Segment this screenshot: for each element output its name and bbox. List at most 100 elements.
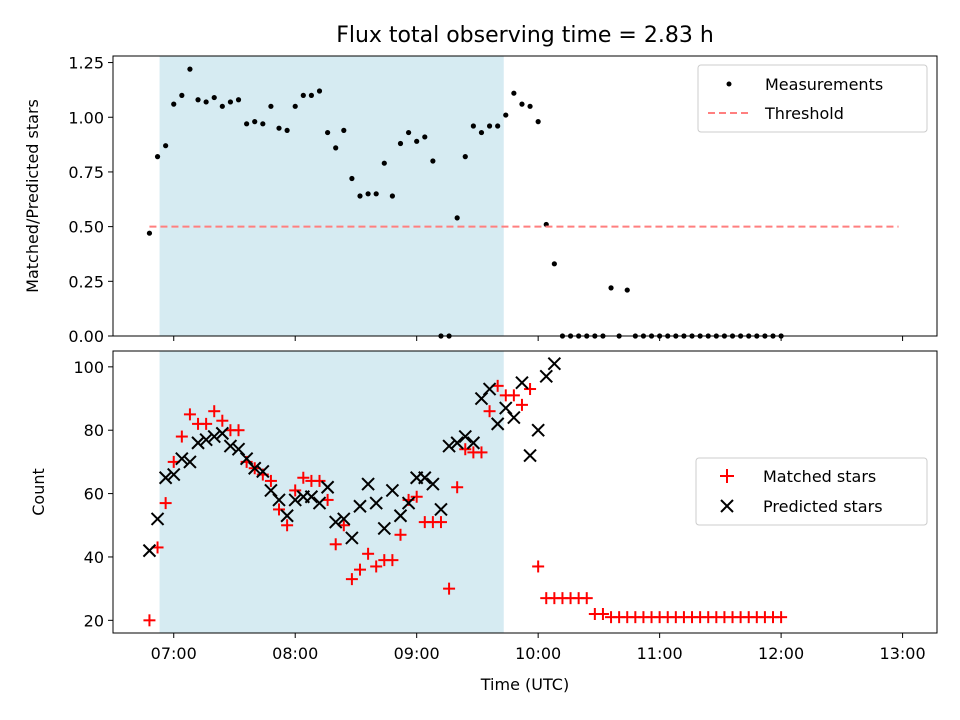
predicted-stars-point	[320, 480, 335, 494]
matched-stars-point	[232, 424, 245, 437]
predicted-stars-point	[256, 464, 270, 479]
predicted-stars-point	[223, 439, 238, 453]
predicted-stars-point	[523, 448, 537, 463]
predicted-stars-point	[248, 461, 262, 475]
measurements-point	[284, 127, 290, 133]
matched-stars-point	[524, 383, 537, 396]
measurements-point	[373, 191, 379, 197]
matched-stars-point	[297, 471, 310, 484]
measurements-point	[414, 138, 420, 144]
legend-label-matched: Matched stars	[763, 467, 876, 486]
chart-title: Flux total observing time = 2.83 h	[336, 23, 714, 48]
y-tick-label: 40	[84, 548, 104, 567]
matched-stars-point	[410, 490, 423, 503]
predicted-stars-point	[345, 531, 359, 545]
predicted-stars-point	[547, 356, 562, 371]
matched-stars-point	[264, 474, 277, 487]
panel-top: 0.00 0.25 0.50 0.75 1.00 1.25 Matched/Predict…	[23, 54, 938, 346]
measurements-point	[227, 99, 234, 105]
measurements-point	[624, 287, 630, 293]
matched-stars-point	[175, 430, 188, 443]
y-axis-label-top: Matched/Predicted stars	[23, 99, 42, 293]
measurements-point	[244, 121, 250, 127]
measurements-point	[316, 88, 323, 94]
measurements-point	[146, 230, 153, 236]
predicted-stars-point	[304, 490, 319, 504]
predicted-stars-point	[418, 471, 432, 485]
y-tick-label: 80	[84, 421, 104, 440]
predicted-stars-point	[353, 499, 367, 513]
measurements-point	[519, 101, 525, 107]
legend-marker-matched	[720, 469, 734, 483]
measurements-point	[292, 103, 298, 109]
predicted-stars-point	[183, 455, 197, 469]
measurements-point	[495, 123, 501, 129]
legend-marker-predicted	[720, 499, 734, 513]
measurements-point	[381, 160, 387, 166]
measurements-point	[219, 103, 225, 109]
predicted-stars-point	[377, 521, 391, 536]
measurements-point	[260, 121, 266, 127]
matched-stars-point	[216, 414, 229, 427]
x-tick-label: 11:00	[637, 644, 683, 663]
measurements-point	[405, 129, 412, 136]
predicted-stars-point	[215, 426, 230, 441]
panel-bottom: 20 40 60 80 100 07:00 08:00 09:00 10:00 11:00 12:…	[29, 350, 938, 694]
matched-stars-point	[459, 443, 472, 456]
matched-stars-point	[507, 389, 520, 402]
measurements-point	[357, 193, 363, 199]
predicted-stars-point	[328, 515, 343, 529]
measurements-point	[300, 92, 306, 98]
measurements-point	[470, 123, 476, 129]
matched-stars-point	[370, 560, 383, 573]
matched-stars-point	[208, 405, 221, 418]
axes-frame-bottom	[112, 350, 938, 634]
matched-stars-point	[273, 503, 286, 516]
matched-stars-point	[775, 611, 788, 624]
y-tick-label: 60	[84, 485, 104, 504]
predicted-stars-point	[401, 496, 416, 510]
measurements-point	[235, 97, 242, 103]
measurements-point	[187, 66, 193, 72]
matched-stars-point	[329, 538, 342, 551]
x-tick-label: 08:00	[272, 644, 318, 663]
predicted-stars-point	[539, 369, 553, 384]
y-axis-label-bottom: Count	[29, 468, 48, 516]
matched-stars-point	[451, 481, 464, 494]
measurements-point	[527, 103, 533, 109]
measurements-point	[333, 145, 339, 151]
legend-label-threshold: Threshold	[764, 104, 844, 123]
predicted-stars-point	[515, 375, 529, 390]
x-tick-label: 13:00	[880, 644, 926, 663]
measurements-point	[430, 158, 436, 164]
measurements-point	[325, 129, 331, 136]
predicted-stars-point	[361, 477, 375, 491]
matched-stars-point	[596, 607, 609, 620]
x-tick-label: 09:00	[394, 644, 440, 663]
matched-stars-point	[532, 560, 545, 573]
matched-stars-point	[580, 592, 593, 605]
matched-stars-point	[183, 408, 196, 421]
predicted-stars-point	[199, 433, 213, 447]
predicted-stars-point	[426, 477, 440, 491]
matched-stars-point	[143, 614, 156, 627]
measurements-point	[154, 154, 161, 160]
y-tick-label: 0.50	[68, 218, 104, 237]
measurements-point	[211, 94, 217, 101]
y-tick-label: 0.25	[68, 272, 104, 291]
predicted-stars-point	[450, 436, 464, 450]
matched-stars-point	[345, 573, 358, 586]
axes-frame-top	[112, 55, 938, 337]
matched-stars-point	[289, 484, 302, 497]
measurements-point	[365, 191, 371, 197]
predicted-stars-point	[434, 502, 448, 517]
predicted-stars-point	[369, 496, 383, 510]
predicted-stars-point	[337, 512, 351, 526]
predicted-stars-point	[191, 436, 205, 450]
legend-top: Measurements Threshold	[697, 64, 928, 133]
predicted-stars-point	[150, 512, 165, 526]
y-tick-label: 0.00	[68, 327, 104, 346]
x-tick-label: 12:00	[758, 644, 804, 663]
measurements-point	[268, 103, 274, 109]
predicted-stars-point	[288, 493, 302, 507]
